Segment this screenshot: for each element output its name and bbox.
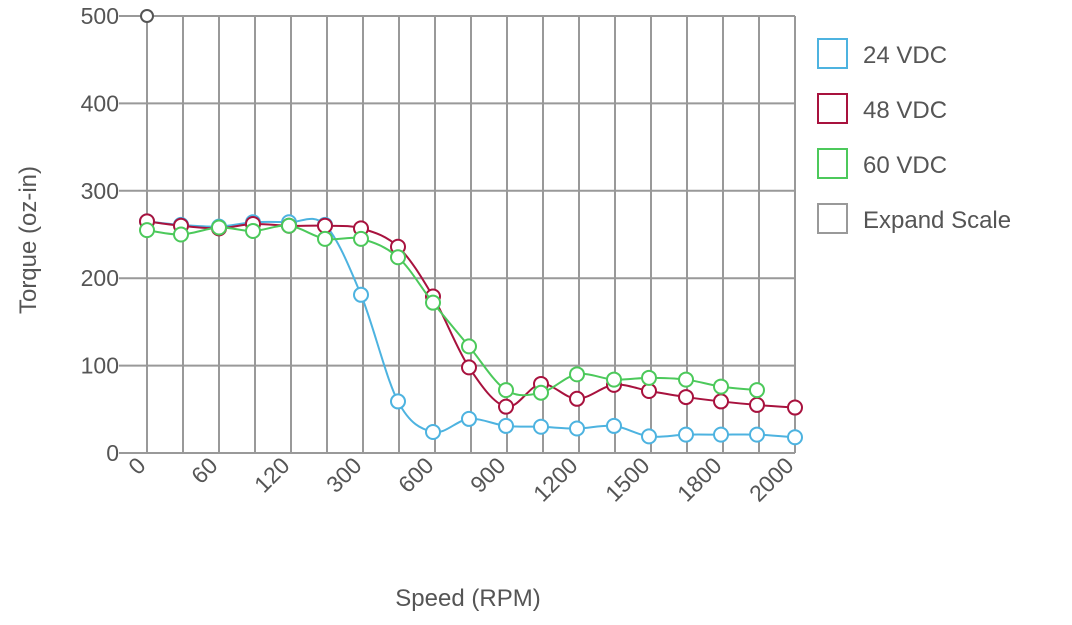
x-tick-label: 1800: [672, 452, 727, 507]
legend-label: Expand Scale: [863, 207, 1011, 234]
data-point[interactable]: [713, 378, 729, 395]
data-point[interactable]: [461, 359, 477, 376]
data-point[interactable]: [353, 286, 369, 303]
data-point[interactable]: [713, 393, 729, 410]
data-point[interactable]: [498, 382, 514, 399]
data-point[interactable]: [749, 426, 765, 443]
data-point[interactable]: [678, 371, 694, 388]
y-tick-label: 100: [81, 353, 119, 379]
legend-label: 48 VDC: [863, 97, 947, 124]
checkbox[interactable]: [817, 203, 848, 234]
x-tick-label: 300: [321, 452, 367, 498]
data-point[interactable]: [749, 396, 765, 413]
data-point[interactable]: [713, 426, 729, 443]
x-axis-title: Speed (RPM): [395, 585, 540, 612]
y-axis-ticks: 0 100 200 300 400 500: [81, 3, 119, 466]
data-point[interactable]: [317, 217, 333, 234]
y-tick-label: 200: [81, 265, 119, 291]
legend-label: 24 VDC: [863, 42, 947, 69]
data-point[interactable]: [787, 429, 803, 446]
x-tick-label: 1500: [600, 452, 655, 507]
data-point[interactable]: [606, 371, 622, 388]
y-tick-label: 500: [81, 3, 119, 29]
legend-item-48-vdc[interactable]: 48 VDC: [817, 93, 947, 124]
y-axis-title: Torque (oz-in): [15, 166, 42, 314]
x-tick-label: 2000: [744, 452, 799, 507]
data-point[interactable]: [641, 382, 657, 399]
series: [139, 213, 803, 446]
data-point[interactable]: [569, 366, 585, 383]
data-point[interactable]: [787, 399, 803, 416]
data-point[interactable]: [569, 390, 585, 407]
data-point[interactable]: [281, 217, 297, 234]
data-point[interactable]: [139, 222, 155, 239]
data-point[interactable]: [606, 417, 622, 434]
y-tick-label: 400: [81, 90, 119, 116]
x-tick-label: 60: [186, 452, 222, 488]
legend-item-24-vdc[interactable]: 24 VDC: [817, 38, 947, 69]
x-tick-label: 1200: [528, 452, 583, 507]
data-point[interactable]: [425, 294, 441, 311]
data-point[interactable]: [749, 382, 765, 399]
data-point[interactable]: [641, 428, 657, 445]
x-tick-label: 0: [123, 452, 150, 479]
x-tick-label: 900: [465, 452, 511, 498]
data-point[interactable]: [390, 249, 406, 266]
data-point[interactable]: [211, 219, 227, 236]
data-point[interactable]: [461, 410, 477, 427]
data-point[interactable]: [461, 338, 477, 355]
legend-swatch[interactable]: [817, 38, 848, 69]
data-point[interactable]: [317, 230, 333, 247]
x-tick-label: 600: [393, 452, 439, 498]
data-point[interactable]: [678, 389, 694, 406]
data-point[interactable]: [533, 384, 549, 401]
legend-swatch[interactable]: [817, 148, 848, 179]
data-point[interactable]: [678, 426, 694, 443]
x-axis-ticks: 0 60 120 300 600 900 1200 1500 1800 2000: [123, 452, 798, 507]
legend-label: 60 VDC: [863, 152, 947, 179]
expand-scale-toggle[interactable]: Expand Scale: [817, 203, 1011, 234]
data-point[interactable]: [498, 398, 514, 415]
data-point[interactable]: [390, 393, 406, 410]
data-point[interactable]: [533, 418, 549, 435]
data-point[interactable]: [353, 230, 369, 247]
series-line: [146, 224, 758, 397]
extra-points: [140, 9, 154, 23]
data-point[interactable]: [245, 223, 261, 240]
legend-swatch[interactable]: [817, 93, 848, 124]
data-point[interactable]: [173, 226, 189, 243]
data-point[interactable]: [425, 424, 441, 441]
data-point[interactable]: [498, 417, 514, 434]
data-point[interactable]: [569, 420, 585, 437]
y-tick-label: 300: [81, 178, 119, 204]
data-point[interactable]: [140, 9, 154, 23]
legend-item-60-vdc[interactable]: 60 VDC: [817, 148, 947, 179]
data-point[interactable]: [641, 369, 657, 386]
y-tick-label: 0: [106, 440, 119, 466]
series-60-vdc: [139, 217, 765, 401]
legend: 24 VDC 48 VDC 60 VDC Expand Scale: [817, 38, 1011, 234]
x-tick-label: 120: [249, 452, 295, 498]
